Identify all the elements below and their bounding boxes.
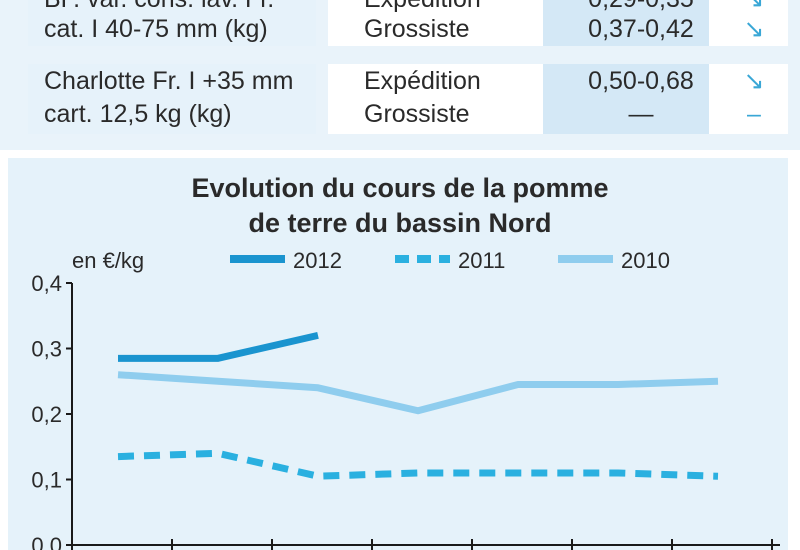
trend-flat-icon: – [747,100,761,128]
y-axis-unit-label: en €/kg [72,248,144,273]
data-point-2010 [116,373,120,377]
data-point-2010 [316,386,320,390]
series-line-2010 [117,371,719,415]
price-line: 0,50-0,68 [588,67,694,95]
legend-label-2010: 2010 [621,248,670,273]
price-cell: 0,29-0,35 0,37-0,42 [543,0,709,46]
table-row: BF. var. cons. lav. Fr. cat. I 40-75 mm … [28,0,788,46]
trend-down-icon: ↘ [743,67,765,95]
y-tick-label: 0,4 [31,271,62,296]
price-line: — [628,100,654,128]
y-tick-label: 0,3 [31,337,62,362]
legend-label-2012: 2012 [293,248,342,273]
data-point-2011 [416,471,420,475]
table-row: Charlotte Fr. I +35 mm cart. 12,5 kg (kg… [28,64,788,134]
y-tick-label: 0,2 [31,402,62,427]
data-point-2011 [516,471,520,475]
y-tick-label: 0,0 [31,533,62,550]
trend-down-icon: ↘ [743,15,765,43]
stage-cell: Expédition Grossiste [328,0,558,46]
product-line: BF. var. cons. lav. Fr. [44,0,274,14]
data-point-2011 [716,474,720,478]
trend-down-icon: ↘ [709,0,799,14]
chart-title-line-1: Evolution du cours de la pomme [191,173,609,203]
data-point-2012 [316,333,320,337]
stage-line: Grossiste [364,15,470,43]
trend-cell: ↘ ↘ [709,0,788,46]
product-line: cat. I 40-75 mm (kg) [44,15,268,43]
series-line-2011 [117,449,719,480]
data-point-2011 [316,474,320,478]
product-line: Charlotte Fr. I +35 mm [44,67,294,95]
price-line: 0,29-0,35 [543,0,739,14]
legend-label-2011: 2011 [458,248,505,273]
price-table: BF. var. cons. lav. Fr. cat. I 40-75 mm … [0,0,800,150]
data-point-2011 [216,451,220,455]
price-line: 0,37-0,42 [588,15,694,43]
chart-title-line-2: de terre du bassin Nord [248,208,552,238]
data-point-2012 [116,356,120,360]
data-point-2011 [116,455,120,459]
stage-line: Grossiste [364,100,470,128]
data-point-2011 [616,471,620,475]
data-point-2010 [416,409,420,413]
data-point-2010 [216,379,220,383]
product-cell: BF. var. cons. lav. Fr. cat. I 40-75 mm … [28,0,316,46]
y-tick-label: 0,1 [31,468,62,493]
product-cell: Charlotte Fr. I +35 mm cart. 12,5 kg (kg… [28,64,316,134]
series-line-2012 [118,331,319,362]
data-point-2010 [516,383,520,387]
stage-line: Expédition [364,0,481,14]
data-point-2012 [216,356,220,360]
product-line: cart. 12,5 kg (kg) [44,100,232,128]
trend-cell: ↘ – [709,64,788,134]
stage-line: Expédition [364,67,481,95]
chart-panel [8,158,788,550]
price-cell: 0,50-0,68 — [543,64,709,134]
data-point-2010 [716,379,720,383]
data-point-2010 [616,383,620,387]
stage-cell: Expédition Grossiste [328,64,558,134]
